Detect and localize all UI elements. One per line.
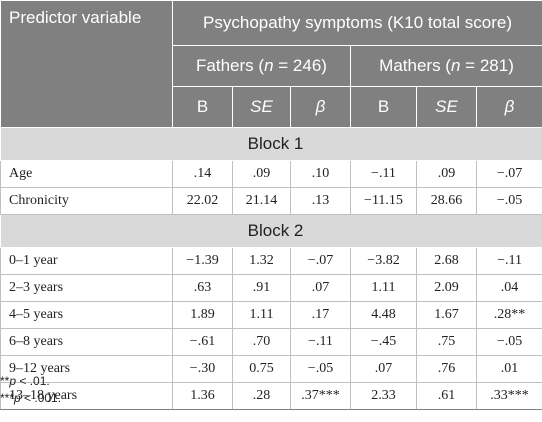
table-cell: 2.68 — [416, 247, 477, 275]
row-label: 2–3 years — [0, 274, 173, 302]
footnote-text: < .001. — [20, 391, 62, 405]
table-row: 4–5 years 1.89 1.11.17 4.48 1.67.28** — [0, 301, 542, 329]
mothers-header: Mathers (n = 281) — [349, 45, 542, 87]
table-cell: 22.02 — [172, 187, 233, 215]
stat-header-se: SE — [416, 86, 477, 128]
footnote-text: < .01. — [16, 374, 50, 388]
table-cell: .63 — [172, 274, 233, 302]
row-label: Chronicity — [0, 187, 173, 215]
table-cell: −1.39 — [172, 247, 233, 275]
fathers-header: Fathers (n = 246) — [172, 45, 351, 87]
table-cell: −11.15 — [350, 187, 417, 215]
footnote-p: p — [14, 391, 21, 405]
fathers-n-label: n — [264, 56, 274, 75]
stat-header-se-text: SE — [250, 97, 273, 116]
table-cell: 1.11 — [350, 274, 417, 302]
footnote-stars: *** — [0, 391, 15, 405]
fathers-n-value: = 246 — [278, 56, 322, 75]
table-cell: 4.48 — [350, 301, 417, 329]
table-cell: −3.82 — [350, 247, 417, 275]
table-cell: 1.32 — [232, 247, 291, 275]
table-cell: 21.14 — [232, 187, 291, 215]
table-cell: 1.67 — [416, 301, 477, 329]
table-cell: −.07 — [290, 247, 351, 275]
stat-header-beta: β — [290, 86, 351, 128]
table-cell: .01 — [475, 355, 542, 383]
table-cell: .09 — [416, 160, 477, 188]
row-label: 9–12 years — [0, 355, 173, 383]
row-label: 0–1 year — [0, 247, 173, 275]
table-cell: 1.89 — [172, 301, 233, 329]
footnote-stars: ** — [0, 374, 10, 388]
table-row: 6–8 years −.61.70 −.11 −.45.75 −.05 — [0, 328, 542, 356]
block-row: Block 1 — [0, 127, 542, 161]
table-footnotes: **p < .01. ***p < .001. — [0, 373, 61, 407]
table-cell: −.61 — [172, 328, 233, 356]
block-row: Block 2 — [0, 214, 542, 248]
mothers-n-label: n — [450, 56, 461, 75]
fathers-name: Fathers — [196, 56, 254, 75]
table-cell: −.11 — [350, 160, 417, 188]
table-cell: −.11 — [475, 247, 542, 275]
stat-header-b: B — [350, 86, 417, 128]
table-cell: .13 — [290, 187, 351, 215]
table-cell: .37*** — [290, 382, 351, 410]
table-cell: .61 — [416, 382, 477, 410]
table-cell: .17 — [290, 301, 351, 329]
mothers-name: Mathers — [379, 56, 441, 75]
table-cell: .09 — [232, 160, 291, 188]
stat-header-b: B — [172, 86, 233, 128]
table-body: Block 1 Age .14.09.10 −.11.09 −.07 Chronicity… — [0, 127, 542, 410]
table-cell: .76 — [416, 355, 477, 383]
table-cell: 2.09 — [416, 274, 477, 302]
stat-header-se-text: SE — [435, 97, 458, 116]
table-cell: .33*** — [475, 382, 542, 410]
table-cell: −.05 — [290, 355, 351, 383]
table-cell: 28.66 — [416, 187, 477, 215]
stat-header-se: SE — [232, 86, 291, 128]
predictor-header: Predictor variable — [0, 0, 173, 128]
table-cell: .07 — [290, 274, 351, 302]
table-cell: .91 — [232, 274, 291, 302]
table-cell: .70 — [232, 328, 291, 356]
block-title: Block 2 — [0, 214, 542, 248]
table-cell: .28** — [475, 301, 542, 329]
table-cell: 2.33 — [350, 382, 417, 410]
table-row: Age .14.09.10 −.11.09 −.07 — [0, 160, 542, 188]
footnote: ***p < .001. — [0, 390, 61, 407]
row-label: 4–5 years — [0, 301, 173, 329]
table-cell: −.45 — [350, 328, 417, 356]
table-cell: 1.36 — [172, 382, 233, 410]
table-cell: .28 — [232, 382, 291, 410]
table-cell: .10 — [290, 160, 351, 188]
table-cell: 0.75 — [232, 355, 291, 383]
outcome-header: Psychopathy symptoms (K10 total score) — [171, 0, 542, 46]
footnote-p: p — [9, 374, 17, 388]
stat-header-beta-text: β — [504, 97, 515, 116]
row-label: Age — [0, 160, 173, 188]
block-title: Block 1 — [0, 127, 542, 161]
regression-table: Predictor variable Psychopathy symptoms … — [0, 0, 542, 410]
table-cell: .14 — [172, 160, 233, 188]
table-cell: .75 — [416, 328, 477, 356]
table-row: 13–18 years 1.36.28.37*** 2.33.61.33*** — [0, 382, 542, 410]
row-label: 6–8 years — [0, 328, 173, 356]
table-row: 9–12 years −.30 0.75 −.05.07.76.01 — [0, 355, 542, 383]
stat-header-beta: β — [475, 86, 542, 128]
row-label: 13–18 years — [0, 382, 173, 410]
table-cell: −.05 — [475, 328, 542, 356]
table-cell: −.07 — [475, 160, 542, 188]
table-cell: −.30 — [172, 355, 233, 383]
stat-header-beta-text: β — [315, 97, 326, 116]
table-row: 2–3 years .63.91.07 1.11 2.09.04 — [0, 274, 542, 302]
table-cell: .04 — [475, 274, 542, 302]
mothers-n-value: = 281 — [465, 56, 509, 75]
table-row: Chronicity 22.02 21.14.13 −11.15 28.66 −.05 — [0, 187, 542, 215]
table-cell: −.05 — [475, 187, 542, 215]
table-cell: −.11 — [290, 328, 351, 356]
table-cell: .07 — [350, 355, 417, 383]
footnote: **p < .01. — [0, 373, 61, 390]
table-cell: 1.11 — [232, 301, 291, 329]
table-row: 0–1 year −1.39 1.32 −.07 −3.82 2.68 −.11 — [0, 247, 542, 275]
